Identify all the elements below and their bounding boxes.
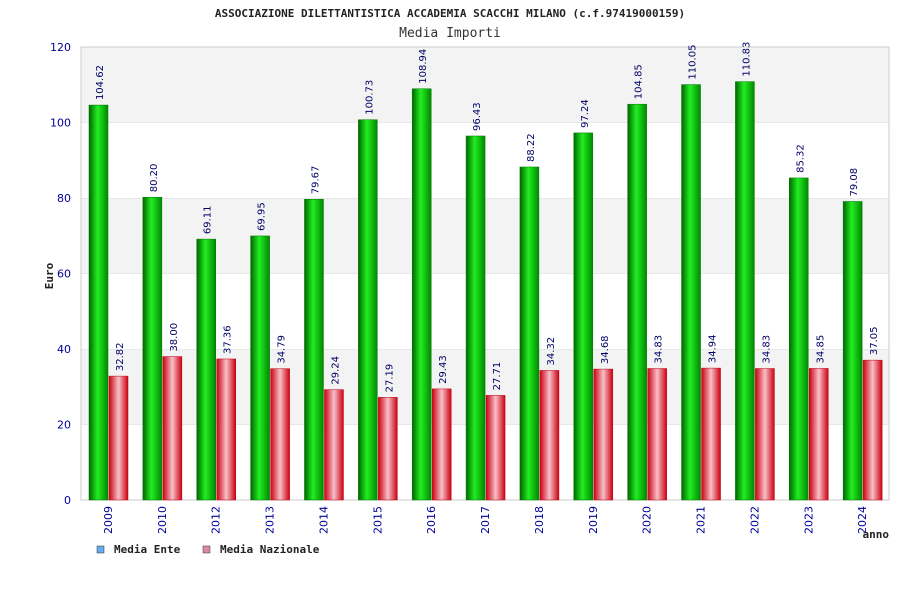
value-label-media-nazionale: 37.36: [223, 325, 234, 354]
value-label-media-ente: 79.67: [310, 166, 321, 195]
bar-media-nazionale: [485, 395, 506, 501]
bar-media-ente: [250, 235, 270, 501]
value-label-media-nazionale: 37.05: [869, 326, 880, 355]
value-labels-layer: 104.62 32.82 80.20 38.00 69.11 37.36 69.95 34.7…: [95, 42, 880, 393]
bar-media-ente: [465, 135, 486, 501]
x-tick-label: 2017: [479, 506, 492, 534]
bar-media-ente: [196, 238, 216, 501]
value-label-media-nazionale: 34.83: [761, 335, 772, 364]
bar-media-ente: [358, 119, 378, 501]
value-label-media-nazionale: 34.68: [600, 335, 611, 364]
legend-swatch-media-nazionale: [202, 545, 211, 554]
value-label-media-nazionale: 27.71: [492, 362, 503, 391]
bar-media-nazionale: [755, 368, 775, 501]
x-tick-label: 2023: [802, 506, 815, 534]
bar-media-ente: [411, 88, 432, 501]
bar-media-nazionale: [862, 359, 883, 501]
y-tick-label: 80: [57, 192, 71, 205]
value-label-media-ente: 79.08: [849, 168, 860, 197]
x-tick-label: 2009: [102, 506, 115, 534]
bar-media-ente: [681, 84, 701, 501]
bar-media-nazionale: [162, 356, 183, 501]
chart-subtitle: Media Importi: [399, 26, 501, 41]
x-tick-label: 2010: [156, 506, 169, 534]
value-label-media-nazionale: 34.83: [654, 335, 665, 364]
bar-media-nazionale: [809, 368, 829, 501]
legend-swatch-media-ente: [96, 545, 105, 554]
y-tick-label: 0: [64, 494, 71, 507]
grid-band: [81, 47, 889, 123]
legend: Media Ente Media Nazionale: [96, 543, 320, 556]
value-label-media-ente: 108.94: [418, 49, 429, 84]
bar-media-ente: [735, 81, 755, 501]
bar-media-nazionale: [270, 368, 290, 501]
value-label-media-nazionale: 34.79: [277, 335, 288, 364]
legend-label-media-ente: Media Ente: [114, 543, 181, 556]
value-label-media-ente: 100.73: [364, 80, 375, 115]
y-tick-label: 100: [50, 117, 71, 130]
x-tick-label: 2013: [264, 506, 277, 534]
y-tick-label: 120: [50, 41, 71, 54]
x-tick-label: 2019: [587, 506, 600, 534]
value-label-media-nazionale: 29.24: [330, 356, 341, 385]
bar-media-ente: [142, 196, 163, 501]
value-label-media-ente: 110.05: [688, 45, 699, 80]
value-label-media-nazionale: 34.85: [815, 335, 826, 364]
y-tick-label: 40: [57, 343, 71, 356]
x-tick-label: 2018: [533, 506, 546, 534]
legend-label-media-nazionale: Media Nazionale: [220, 543, 320, 556]
x-axis-ticks: 2009 2010 2012 2013 2014 2015 2016 2017 2018 2019…: [102, 506, 869, 534]
y-tick-label: 60: [57, 268, 71, 281]
bar-media-nazionale: [539, 370, 560, 501]
value-label-media-ente: 96.43: [472, 102, 483, 131]
value-label-media-nazionale: 27.19: [384, 364, 395, 393]
value-label-media-ente: 85.32: [795, 144, 806, 173]
bars-layer: [88, 81, 883, 501]
bar-media-nazionale: [378, 397, 398, 501]
x-axis-label: anno: [863, 528, 890, 541]
bar-media-ente: [88, 104, 109, 501]
value-label-media-ente: 97.24: [580, 99, 591, 128]
value-label-media-ente: 104.62: [95, 65, 106, 100]
chart-title: ASSOCIAZIONE DILETTANTISTICA ACCADEMIA S…: [215, 7, 685, 20]
x-tick-label: 2015: [371, 506, 384, 534]
bar-media-nazionale: [593, 368, 614, 501]
value-label-media-nazionale: 34.32: [546, 337, 557, 366]
bar-media-ente: [789, 177, 809, 501]
value-label-media-ente: 104.85: [634, 64, 645, 99]
bar-media-nazionale: [216, 358, 236, 501]
value-label-media-nazionale: 38.00: [169, 323, 180, 352]
x-tick-label: 2012: [210, 506, 223, 534]
bar-media-nazionale: [647, 368, 667, 501]
value-label-media-ente: 69.95: [257, 202, 268, 231]
bar-media-ente: [842, 201, 863, 501]
value-label-media-ente: 80.20: [149, 164, 160, 193]
bar-media-nazionale: [108, 375, 129, 501]
bar-media-nazionale: [701, 367, 721, 501]
x-tick-label: 2020: [641, 506, 654, 534]
x-tick-label: 2024: [856, 506, 869, 534]
bar-media-ente: [573, 132, 594, 501]
bar-media-nazionale: [431, 388, 452, 501]
x-tick-label: 2021: [695, 506, 708, 534]
y-axis-ticks: 0 20 40 60 80 100 120: [50, 41, 71, 507]
x-tick-label: 2022: [748, 506, 761, 534]
x-tick-label: 2016: [425, 506, 438, 534]
value-label-media-ente: 88.22: [526, 133, 537, 162]
bar-media-nazionale: [324, 389, 344, 501]
x-tick-label: 2014: [317, 506, 330, 534]
value-label-media-nazionale: 32.82: [115, 342, 126, 371]
y-axis-label: Euro: [43, 262, 56, 289]
bar-media-ente: [304, 198, 324, 501]
value-label-media-ente: 69.11: [203, 205, 214, 234]
value-label-media-nazionale: 29.43: [438, 355, 449, 384]
bar-media-ente: [519, 166, 540, 501]
bar-media-ente: [627, 103, 647, 501]
value-label-media-nazionale: 34.94: [708, 334, 719, 363]
y-tick-label: 20: [57, 419, 71, 432]
value-label-media-ente: 110.83: [741, 42, 752, 77]
